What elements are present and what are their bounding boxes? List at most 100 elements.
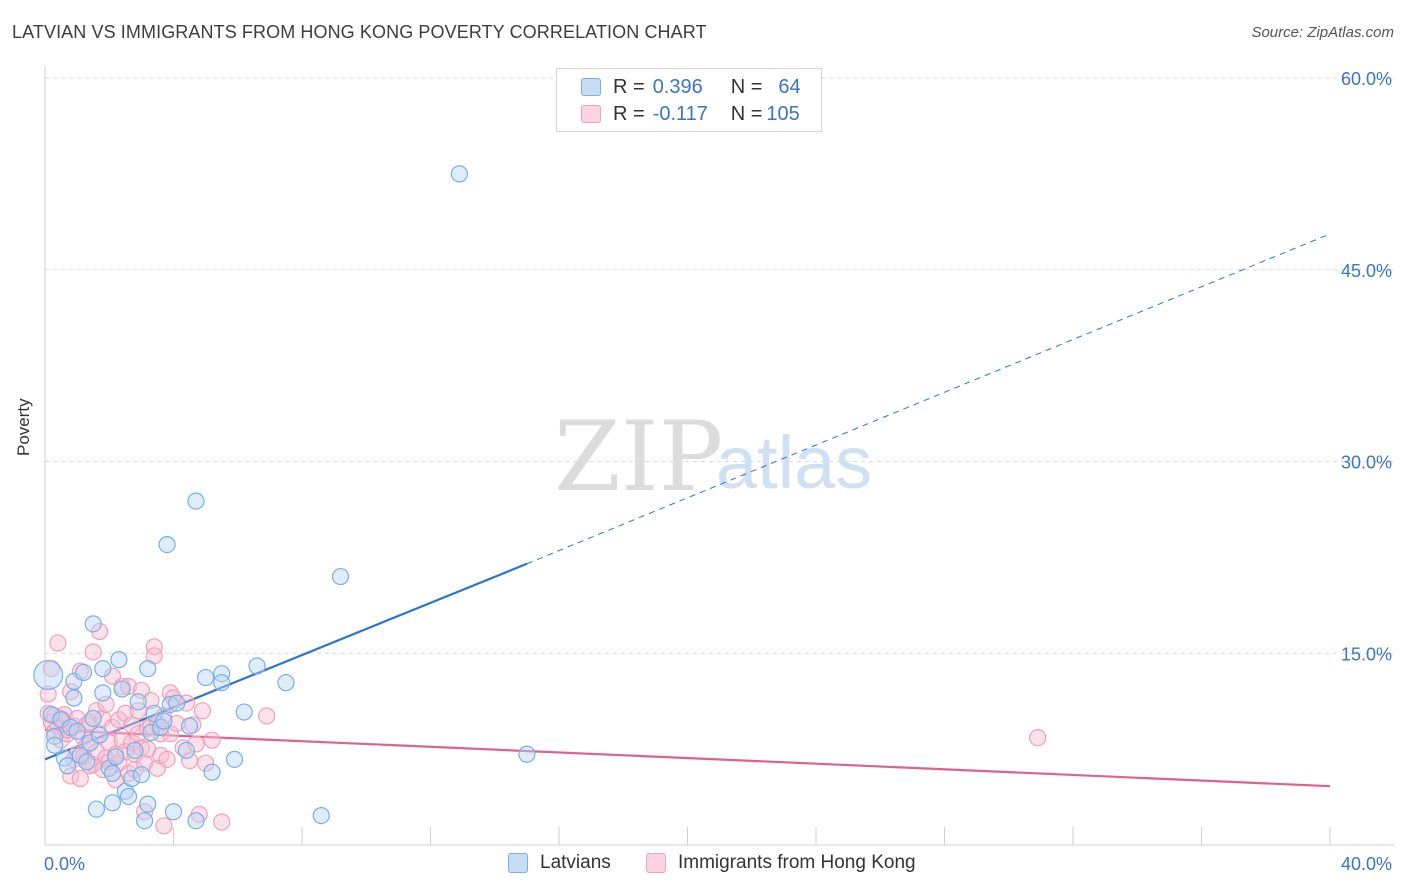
grid [45, 77, 1394, 654]
point-latvian [158, 535, 176, 554]
point-hong-kong [110, 711, 128, 729]
bottom-legend-hong-kong: Immigrants from Hong Kong [646, 852, 916, 874]
point-hong-kong [123, 716, 141, 734]
x-tick-label: 0.0% [44, 854, 85, 874]
trend-line-latvians-extrapolated [526, 233, 1331, 565]
points-latvians [33, 165, 536, 830]
legend-r-label: R = [613, 102, 645, 125]
point-latvian [248, 657, 266, 675]
point-latvian [197, 668, 215, 687]
point-latvian [123, 769, 141, 788]
point-latvian [168, 694, 186, 712]
point-latvian [42, 706, 61, 724]
point-latvian [180, 717, 199, 735]
point-latvian [68, 722, 86, 740]
point-latvian [213, 674, 231, 692]
point-latvian [84, 709, 102, 728]
y-tick-label: 30.0% [1341, 453, 1392, 473]
point-latvian [33, 659, 64, 690]
point-hong-kong [187, 735, 205, 753]
point-latvian [94, 684, 112, 702]
stats-legend: R = 0.396 N = 64 R = -0.117 N = 105 [556, 68, 822, 132]
point-hong-kong [258, 707, 276, 725]
point-hong-kong [39, 685, 57, 703]
point-hong-kong [158, 750, 176, 768]
point-latvian [74, 663, 93, 682]
point-latvian [213, 665, 231, 683]
point-latvian [518, 745, 536, 763]
point-latvian [110, 651, 128, 669]
point-latvian [71, 746, 89, 765]
point-latvian [225, 750, 244, 768]
point-latvian [58, 757, 77, 775]
point-latvian [331, 567, 350, 586]
point-latvian [94, 659, 112, 678]
tick-labels: 15.0% 30.0% 45.0% 60.0% 0.0% 40.0% [44, 69, 1392, 874]
legend-r-value: 0.396 [652, 75, 703, 98]
point-hong-kong [203, 731, 221, 749]
point-latvian [235, 703, 253, 721]
point-latvian [187, 492, 205, 510]
point-latvian [155, 712, 173, 730]
axes [44, 66, 1394, 846]
point-hong-kong [193, 702, 212, 720]
bottom-legend-swatch-latvians [508, 853, 528, 873]
legend-n-value: 64 [778, 75, 801, 98]
y-axis-label: Poverty [14, 398, 33, 456]
legend-r-value: -0.117 [652, 102, 708, 125]
point-latvian [187, 812, 205, 830]
point-latvian [450, 165, 469, 183]
point-latvian [91, 726, 109, 744]
point-latvian [87, 800, 106, 818]
bottom-legend-label-hong-kong: Immigrants from Hong Kong [678, 852, 916, 873]
point-latvian [139, 659, 157, 678]
point-hong-kong [1029, 729, 1047, 747]
source-label: Source: ZipAtlas.com [1251, 24, 1394, 41]
bottom-legend-latvians: Latvians [508, 852, 611, 874]
point-latvian [203, 763, 221, 781]
point-hong-kong [78, 736, 96, 754]
point-latvian [135, 812, 154, 830]
watermark-zip: ZIP [554, 401, 723, 513]
point-hong-kong [84, 643, 102, 661]
point-latvian [177, 741, 195, 760]
trend-line-latvians [44, 562, 528, 761]
legend-row-hong-kong: R = -0.117 N = 105 [581, 102, 800, 126]
watermark-atlas: atlas [716, 421, 872, 504]
watermark: ZIP atlas [554, 401, 872, 513]
point-latvian [142, 723, 160, 742]
bottom-legend-label-latvians: Latvians [540, 852, 611, 873]
legend-swatch-latvians [581, 78, 601, 96]
bottom-legend-swatch-hong-kong [646, 853, 666, 873]
point-latvian [119, 787, 138, 806]
point-hong-kong [49, 634, 67, 652]
point-hong-kong [142, 691, 160, 710]
point-latvian [84, 615, 102, 633]
point-latvian [107, 748, 125, 766]
point-latvian [103, 764, 122, 783]
point-latvian [132, 766, 150, 784]
legend-n-value: 105 [766, 102, 800, 125]
point-latvian [78, 753, 96, 771]
point-latvian [164, 803, 183, 821]
point-latvian [46, 727, 64, 745]
point-latvian [139, 795, 157, 813]
point-hong-kong [155, 817, 173, 835]
x-tick-label: 40.0% [1341, 854, 1392, 874]
point-hong-kong [145, 638, 163, 656]
legend-n-label: N = [730, 75, 763, 98]
point-latvian [312, 806, 330, 825]
point-hong-kong [71, 769, 89, 788]
trend-lines [44, 233, 1331, 788]
point-latvian [65, 689, 83, 707]
legend-n-label: N = [730, 102, 763, 125]
point-hong-kong [213, 813, 231, 831]
point-latvian [46, 736, 64, 754]
point-latvian [113, 680, 131, 698]
point-latvian [277, 674, 295, 692]
y-tick-label: 15.0% [1341, 644, 1392, 664]
point-latvian [161, 695, 179, 713]
trend-line-hong-kong [44, 728, 1331, 788]
y-tick-label: 45.0% [1341, 261, 1392, 281]
